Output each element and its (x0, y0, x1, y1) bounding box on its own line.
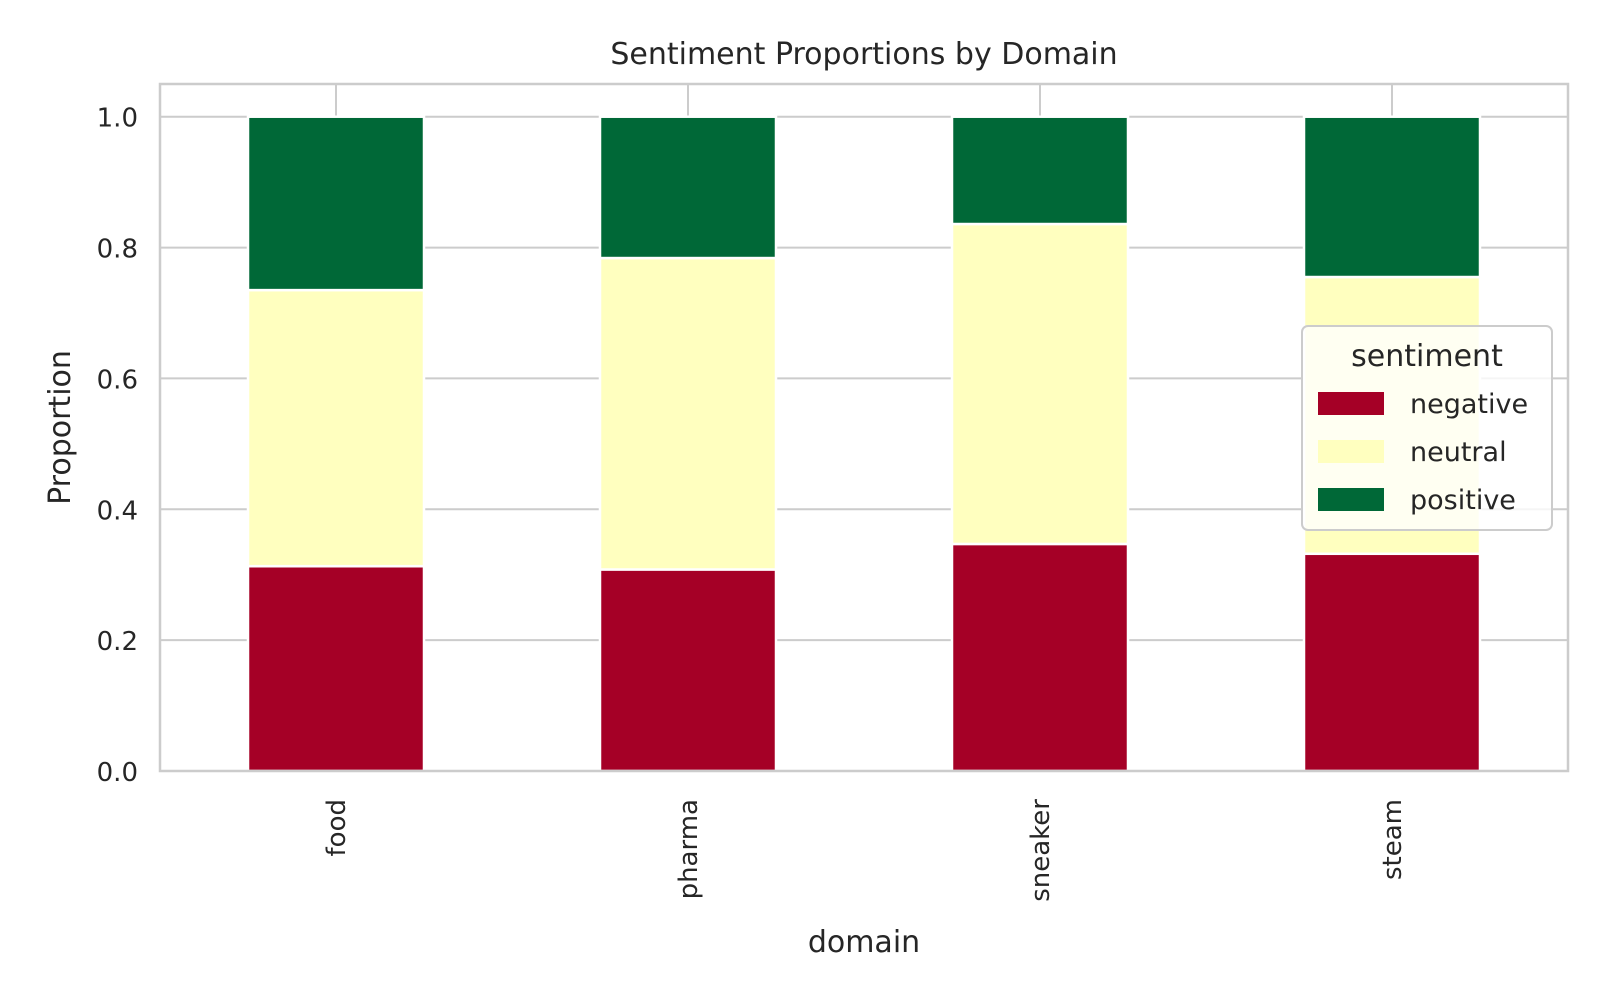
bar-food-negative (246, 564, 426, 773)
legend-swatch-positive (1318, 488, 1384, 511)
bar-sneaker-positive (950, 115, 1130, 226)
bar-pharma-positive (598, 115, 778, 260)
bar-steam-negative (1302, 552, 1482, 773)
legend-swatch-negative (1318, 392, 1384, 415)
legend-label-neutral: neutral (1410, 437, 1507, 468)
legend-label-negative: negative (1410, 389, 1528, 420)
bar-steam-positive (1302, 115, 1482, 279)
x-axis: food pharma sneaker steam (322, 799, 1408, 902)
chart-title: Sentiment Proportions by Domain (610, 37, 1117, 72)
legend-box (1301, 325, 1553, 531)
legend-label-positive: positive (1410, 485, 1516, 516)
bars (246, 115, 1482, 773)
bar-food-positive (246, 115, 426, 292)
y-tick-label: 0.4 (97, 496, 138, 526)
y-tick-label: 0.6 (97, 365, 138, 395)
legend-swatch-neutral (1318, 440, 1384, 463)
y-tick-label: 1.0 (97, 104, 138, 134)
bar-sneaker-negative (950, 542, 1130, 773)
y-axis: 0.0 0.2 0.4 0.6 0.8 1.0 (97, 104, 138, 788)
x-tick-label: steam (1378, 799, 1408, 880)
x-axis-label: domain (808, 925, 920, 960)
x-tick-label: pharma (674, 799, 704, 899)
bar-sneaker-neutral (950, 222, 1130, 546)
bar-pharma-negative (598, 568, 778, 773)
legend: sentiment negative neutral positive (1301, 325, 1553, 531)
x-tick-label: food (322, 799, 352, 856)
y-tick-label: 0.2 (97, 627, 138, 657)
y-axis-label: Proportion (43, 350, 78, 505)
plot-frame (158, 82, 1570, 773)
bar-pharma-neutral (598, 256, 778, 571)
legend-title: sentiment (1351, 339, 1503, 374)
y-tick-label: 0.8 (97, 235, 138, 265)
bar-food-neutral (246, 288, 426, 568)
y-tick-label: 0.0 (97, 758, 138, 788)
x-tick-label: sneaker (1026, 799, 1056, 902)
